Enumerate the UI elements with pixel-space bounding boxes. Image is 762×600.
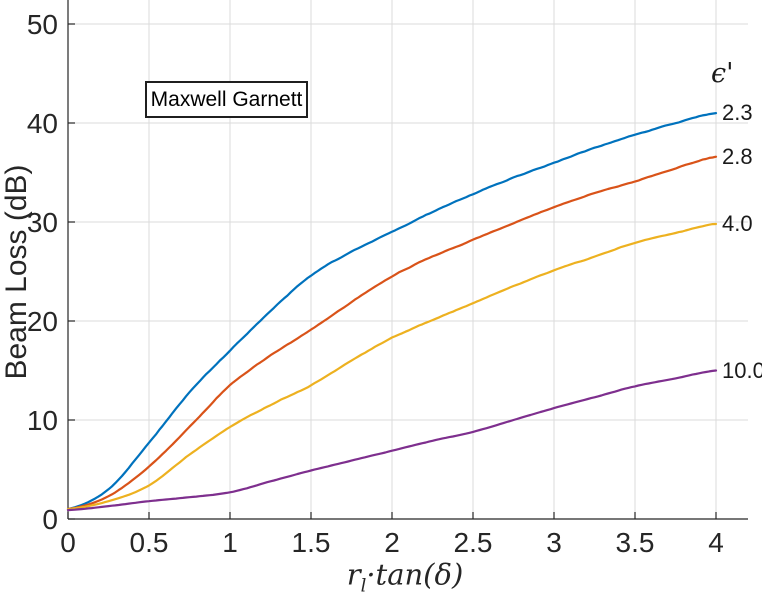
x-tick-label: 3.5 [616, 527, 655, 558]
x-axis-label-rest: ·tan(δ) [366, 557, 464, 592]
series-line-10.0 [66, 369, 718, 512]
x-tick-label: 4 [708, 527, 724, 558]
x-tick-label: 0.5 [130, 527, 169, 558]
y-tick-label: 10 [27, 405, 58, 436]
series-line-4.0 [66, 222, 718, 511]
series-end-label: 10.0 [722, 357, 762, 383]
series-end-label: 4.0 [722, 210, 753, 236]
legend-title: ϵ' [711, 58, 734, 89]
x-tick-label: 1 [222, 527, 238, 558]
y-tick-label: 0 [42, 504, 58, 535]
x-axis-label-subscript: l [360, 575, 367, 597]
y-axis-label: Beam Loss (dB) [0, 164, 33, 380]
series-line-2.8 [66, 155, 718, 511]
y-tick-label: 50 [27, 9, 58, 40]
y-tick-label: 20 [27, 306, 58, 337]
series-end-label: 2.8 [722, 143, 753, 169]
x-tick-label: 1.5 [292, 527, 331, 558]
x-axis-label: rl·tan(δ) [347, 558, 464, 597]
x-tick-label: 0 [60, 527, 76, 558]
y-tick-label: 40 [27, 108, 58, 139]
y-tick-label: 30 [27, 207, 58, 238]
series-end-label: 2.3 [722, 100, 753, 126]
x-tick-label: 2 [384, 527, 400, 558]
x-tick-label: 3 [546, 527, 562, 558]
x-axis-label-var: r [346, 557, 361, 592]
series-line-2.3 [66, 112, 718, 511]
annotation-box: Maxwell Garnett [145, 81, 308, 118]
x-tick-label: 2.5 [454, 527, 493, 558]
